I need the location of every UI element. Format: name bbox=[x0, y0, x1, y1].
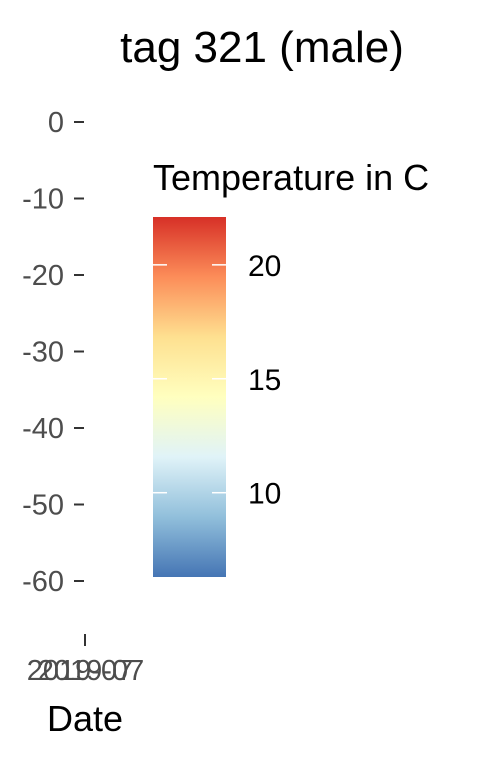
chart-title: tag 321 (male) bbox=[120, 23, 404, 72]
y-tick-label: -20 bbox=[22, 260, 64, 292]
y-tick-label: -40 bbox=[22, 413, 64, 445]
x-axis-title: Date bbox=[47, 698, 123, 739]
x-tick-label: 2019-07 bbox=[38, 655, 144, 687]
y-tick-label: -60 bbox=[22, 566, 64, 598]
y-tick-label: -30 bbox=[22, 337, 64, 369]
legend-title: Temperature in C bbox=[153, 157, 429, 198]
legend-break-label: 20 bbox=[248, 250, 281, 283]
y-tick-label: 0 bbox=[48, 107, 64, 139]
legend-break-label: 15 bbox=[248, 364, 281, 397]
y-tick-label: -10 bbox=[22, 184, 64, 216]
legend-break-label: 10 bbox=[248, 478, 281, 511]
legend-colorbar bbox=[153, 217, 226, 577]
y-axis: 0 -10 -20 -30 -40 -50 -60 bbox=[22, 107, 84, 598]
y-tick-label: -50 bbox=[22, 490, 64, 522]
legend: Temperature in C 10 15 20 bbox=[153, 157, 429, 577]
